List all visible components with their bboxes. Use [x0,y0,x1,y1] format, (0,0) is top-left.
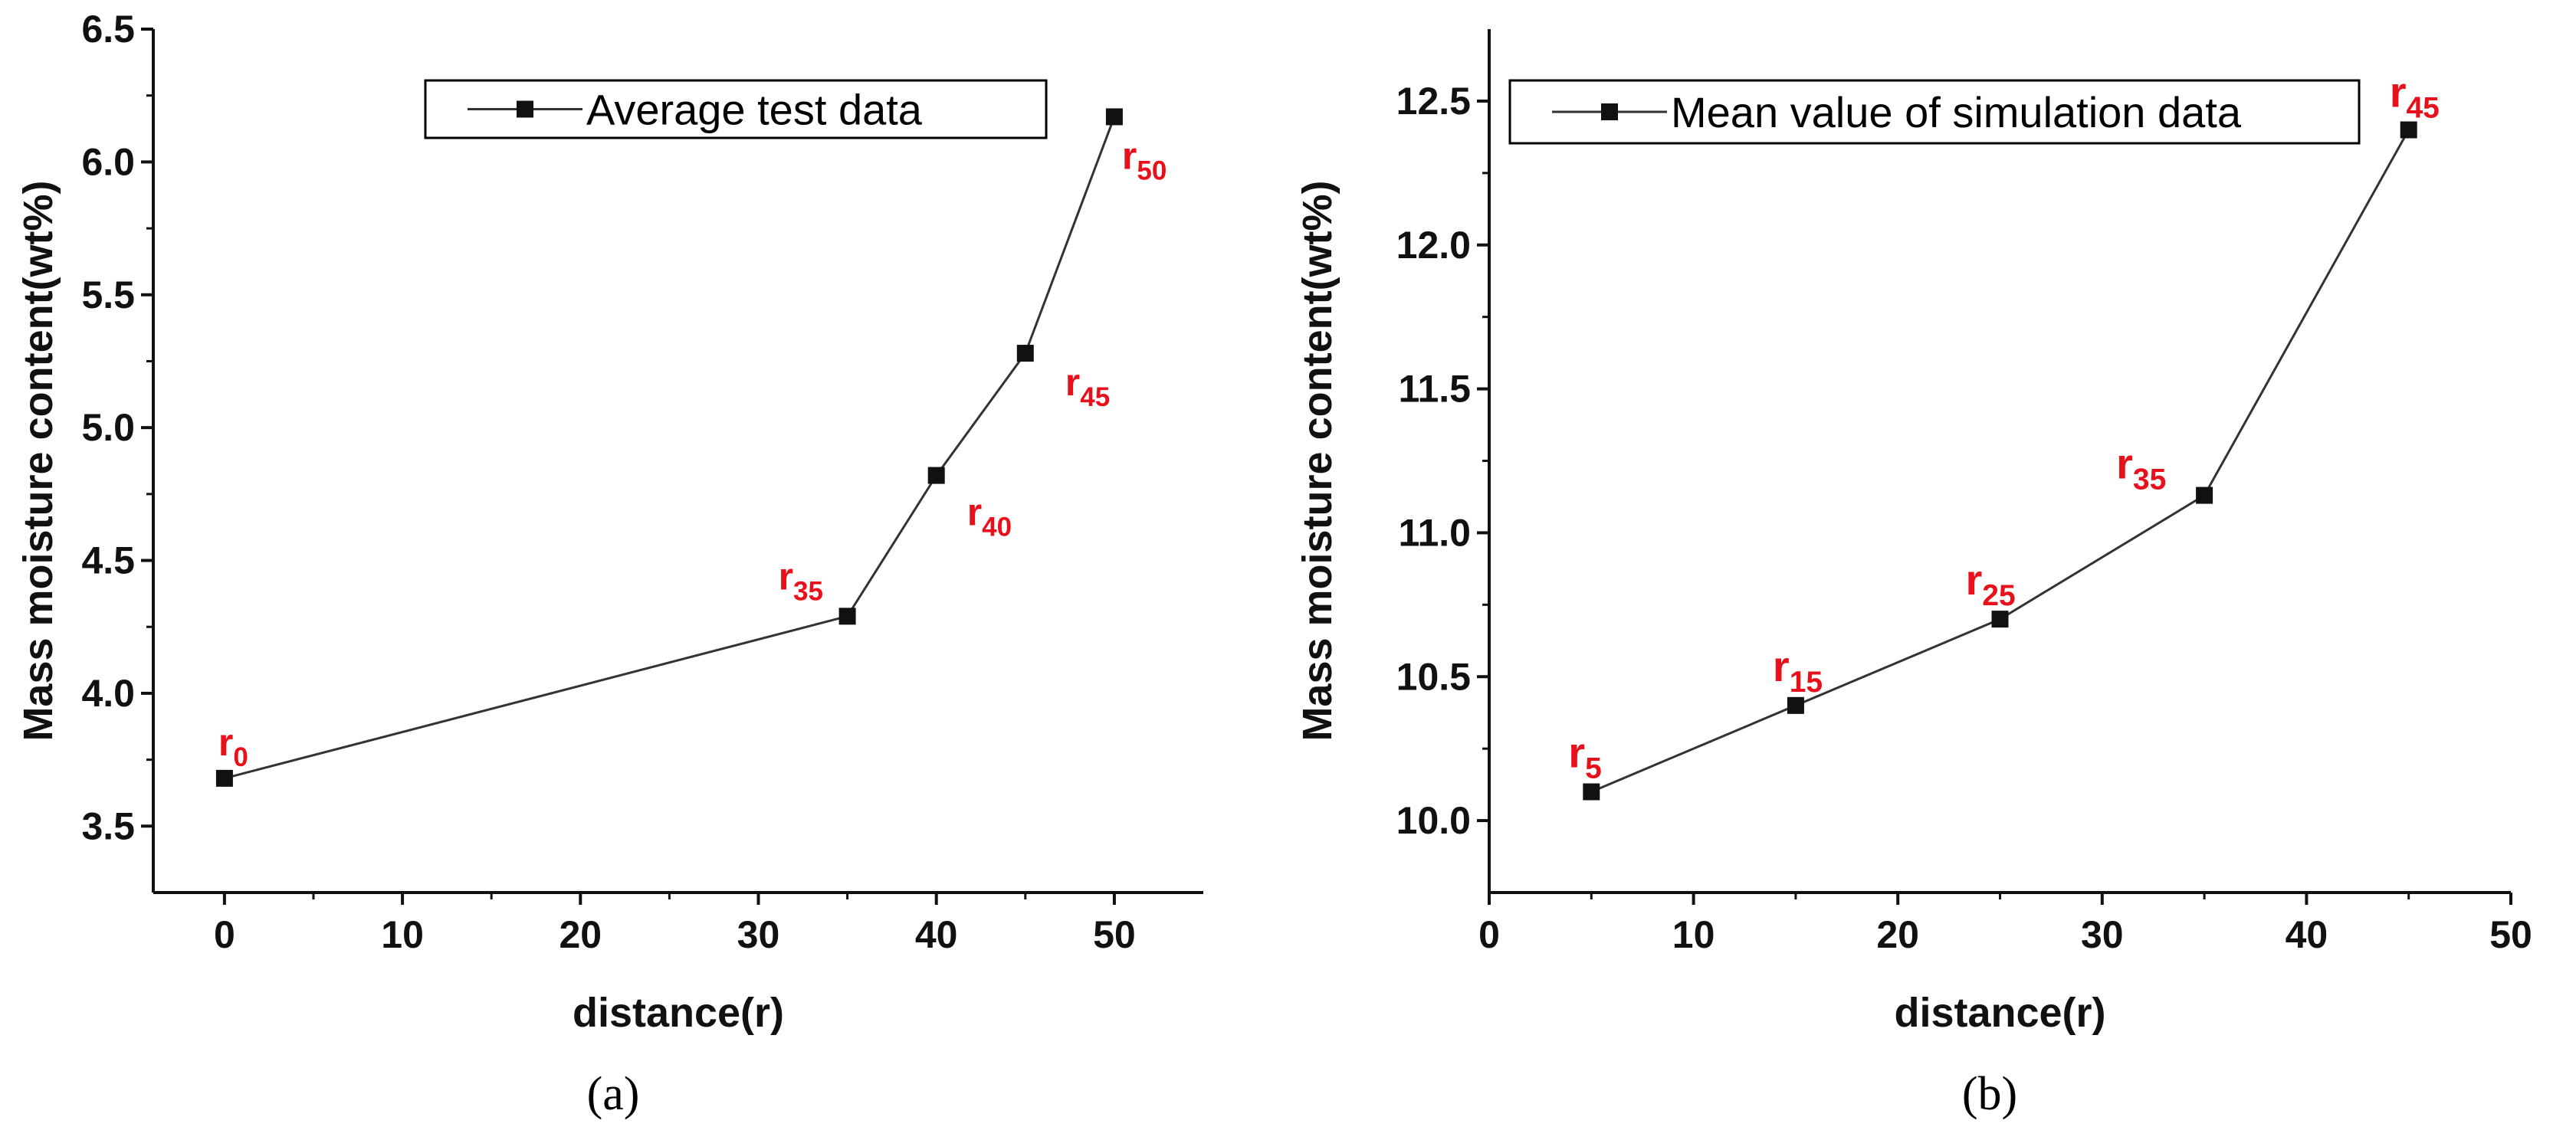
legend-label: Average test data [586,86,923,134]
point-label-subscript: 45 [2406,91,2439,124]
point-label-subscript: 40 [982,513,1012,542]
point-label-subscript: 15 [1790,666,1823,699]
point-label-base: r [218,721,233,764]
x-tick-label: 40 [2286,913,2328,956]
x-tick-label: 0 [214,913,235,956]
x-tick-label: 50 [2489,913,2532,956]
legend: Average test data [424,79,1048,139]
data-point-marker [1583,783,1600,801]
point-label-base: r [1966,555,1983,604]
point-label: r35 [779,555,823,606]
y-axis-title: Mass moisture content(wt%) [1295,180,1341,741]
point-label-base: r [1773,642,1790,690]
series-line [1590,129,2410,793]
point-label-subscript: 0 [233,742,248,772]
x-tick-label: 50 [1093,913,1136,956]
point-label-subscript: 35 [2133,464,2166,496]
y-tick-label: 12.5 [1396,80,1471,123]
point-label: r45 [1065,361,1110,412]
panel-label: (a) [587,1068,640,1120]
point-label-base: r [779,555,793,598]
x-axis-title: distance(r) [1894,990,2105,1036]
x-tick-label: 40 [915,913,958,956]
data-point-marker [838,608,856,625]
point-label-base: r [1568,729,1585,777]
x-tick-label: 10 [1672,913,1715,956]
y-tick-label: 5.0 [81,406,135,449]
point-label: r50 [1122,134,1167,185]
x-tick-label: 20 [1876,913,1919,956]
legend-marker-sample [1601,103,1618,120]
x-axis-title: distance(r) [573,990,784,1036]
y-tick-label: 6.0 [81,140,135,183]
point-label: r35 [2116,440,2166,496]
point-label-subscript: 35 [793,576,823,606]
x-tick-label: 10 [381,913,424,956]
legend: Mean value of simulation data [1508,79,2361,145]
panel-label: (b) [1962,1068,2017,1120]
x-tick-label: 20 [559,913,602,956]
panel-b-chart: 10.0 10.5 11.0 11.5 12.0 12.5 0 10 20 30 40 50 dista… [1295,29,2532,1120]
data-point-marker [2196,486,2213,504]
data-point-marker [927,467,945,484]
point-label-subscript: 25 [1982,579,2015,612]
data-point-marker [2400,121,2417,139]
y-tick-label: 11.0 [1398,511,1471,554]
data-point-marker [1016,345,1034,362]
point-label-base: r [1122,134,1137,177]
point-label: r15 [1773,642,1823,699]
point-label-subscript: 50 [1137,156,1167,185]
legend-marker-sample [517,100,533,118]
y-tick-label: 10.5 [1396,655,1471,698]
y-tick-label: 3.5 [81,804,135,847]
y-tick-label: 4.5 [81,539,135,582]
legend-label: Mean value of simulation data [1671,88,2242,136]
panel-a-chart: 3.5 4.0 4.5 5.0 5.5 6.0 6.5 0 10 20 30 40 50 distance… [15,8,1203,1120]
x-tick-label: 30 [737,913,780,956]
point-label-base: r [1065,361,1080,404]
x-tick-label: 0 [1478,913,1500,956]
point-label: r5 [1568,729,1602,785]
point-label: r0 [218,721,248,772]
y-tick-label: 6.5 [81,8,135,51]
x-tick-label: 30 [2081,913,2124,956]
data-point-marker [215,769,233,787]
point-label-base: r [967,491,982,534]
point-label: r40 [967,491,1012,542]
y-tick-label: 5.5 [81,274,135,316]
data-point-marker [1991,611,2009,628]
data-point-marker [1787,696,1804,714]
series-line [224,116,1116,780]
data-point-marker [1105,108,1123,126]
point-label: r25 [1966,555,2016,612]
y-axis-title: Mass moisture content(wt%) [15,180,61,741]
y-tick-label: 11.5 [1398,368,1471,411]
point-label: r45 [2390,67,2440,124]
y-tick-label: 4.0 [81,672,135,715]
point-label-base: r [2116,440,2133,488]
y-tick-label: 12.0 [1396,224,1471,267]
point-label-base: r [2390,67,2407,116]
y-tick-label: 10.0 [1396,799,1471,842]
point-label-subscript: 5 [1585,752,1602,785]
point-label-subscript: 45 [1080,382,1110,412]
